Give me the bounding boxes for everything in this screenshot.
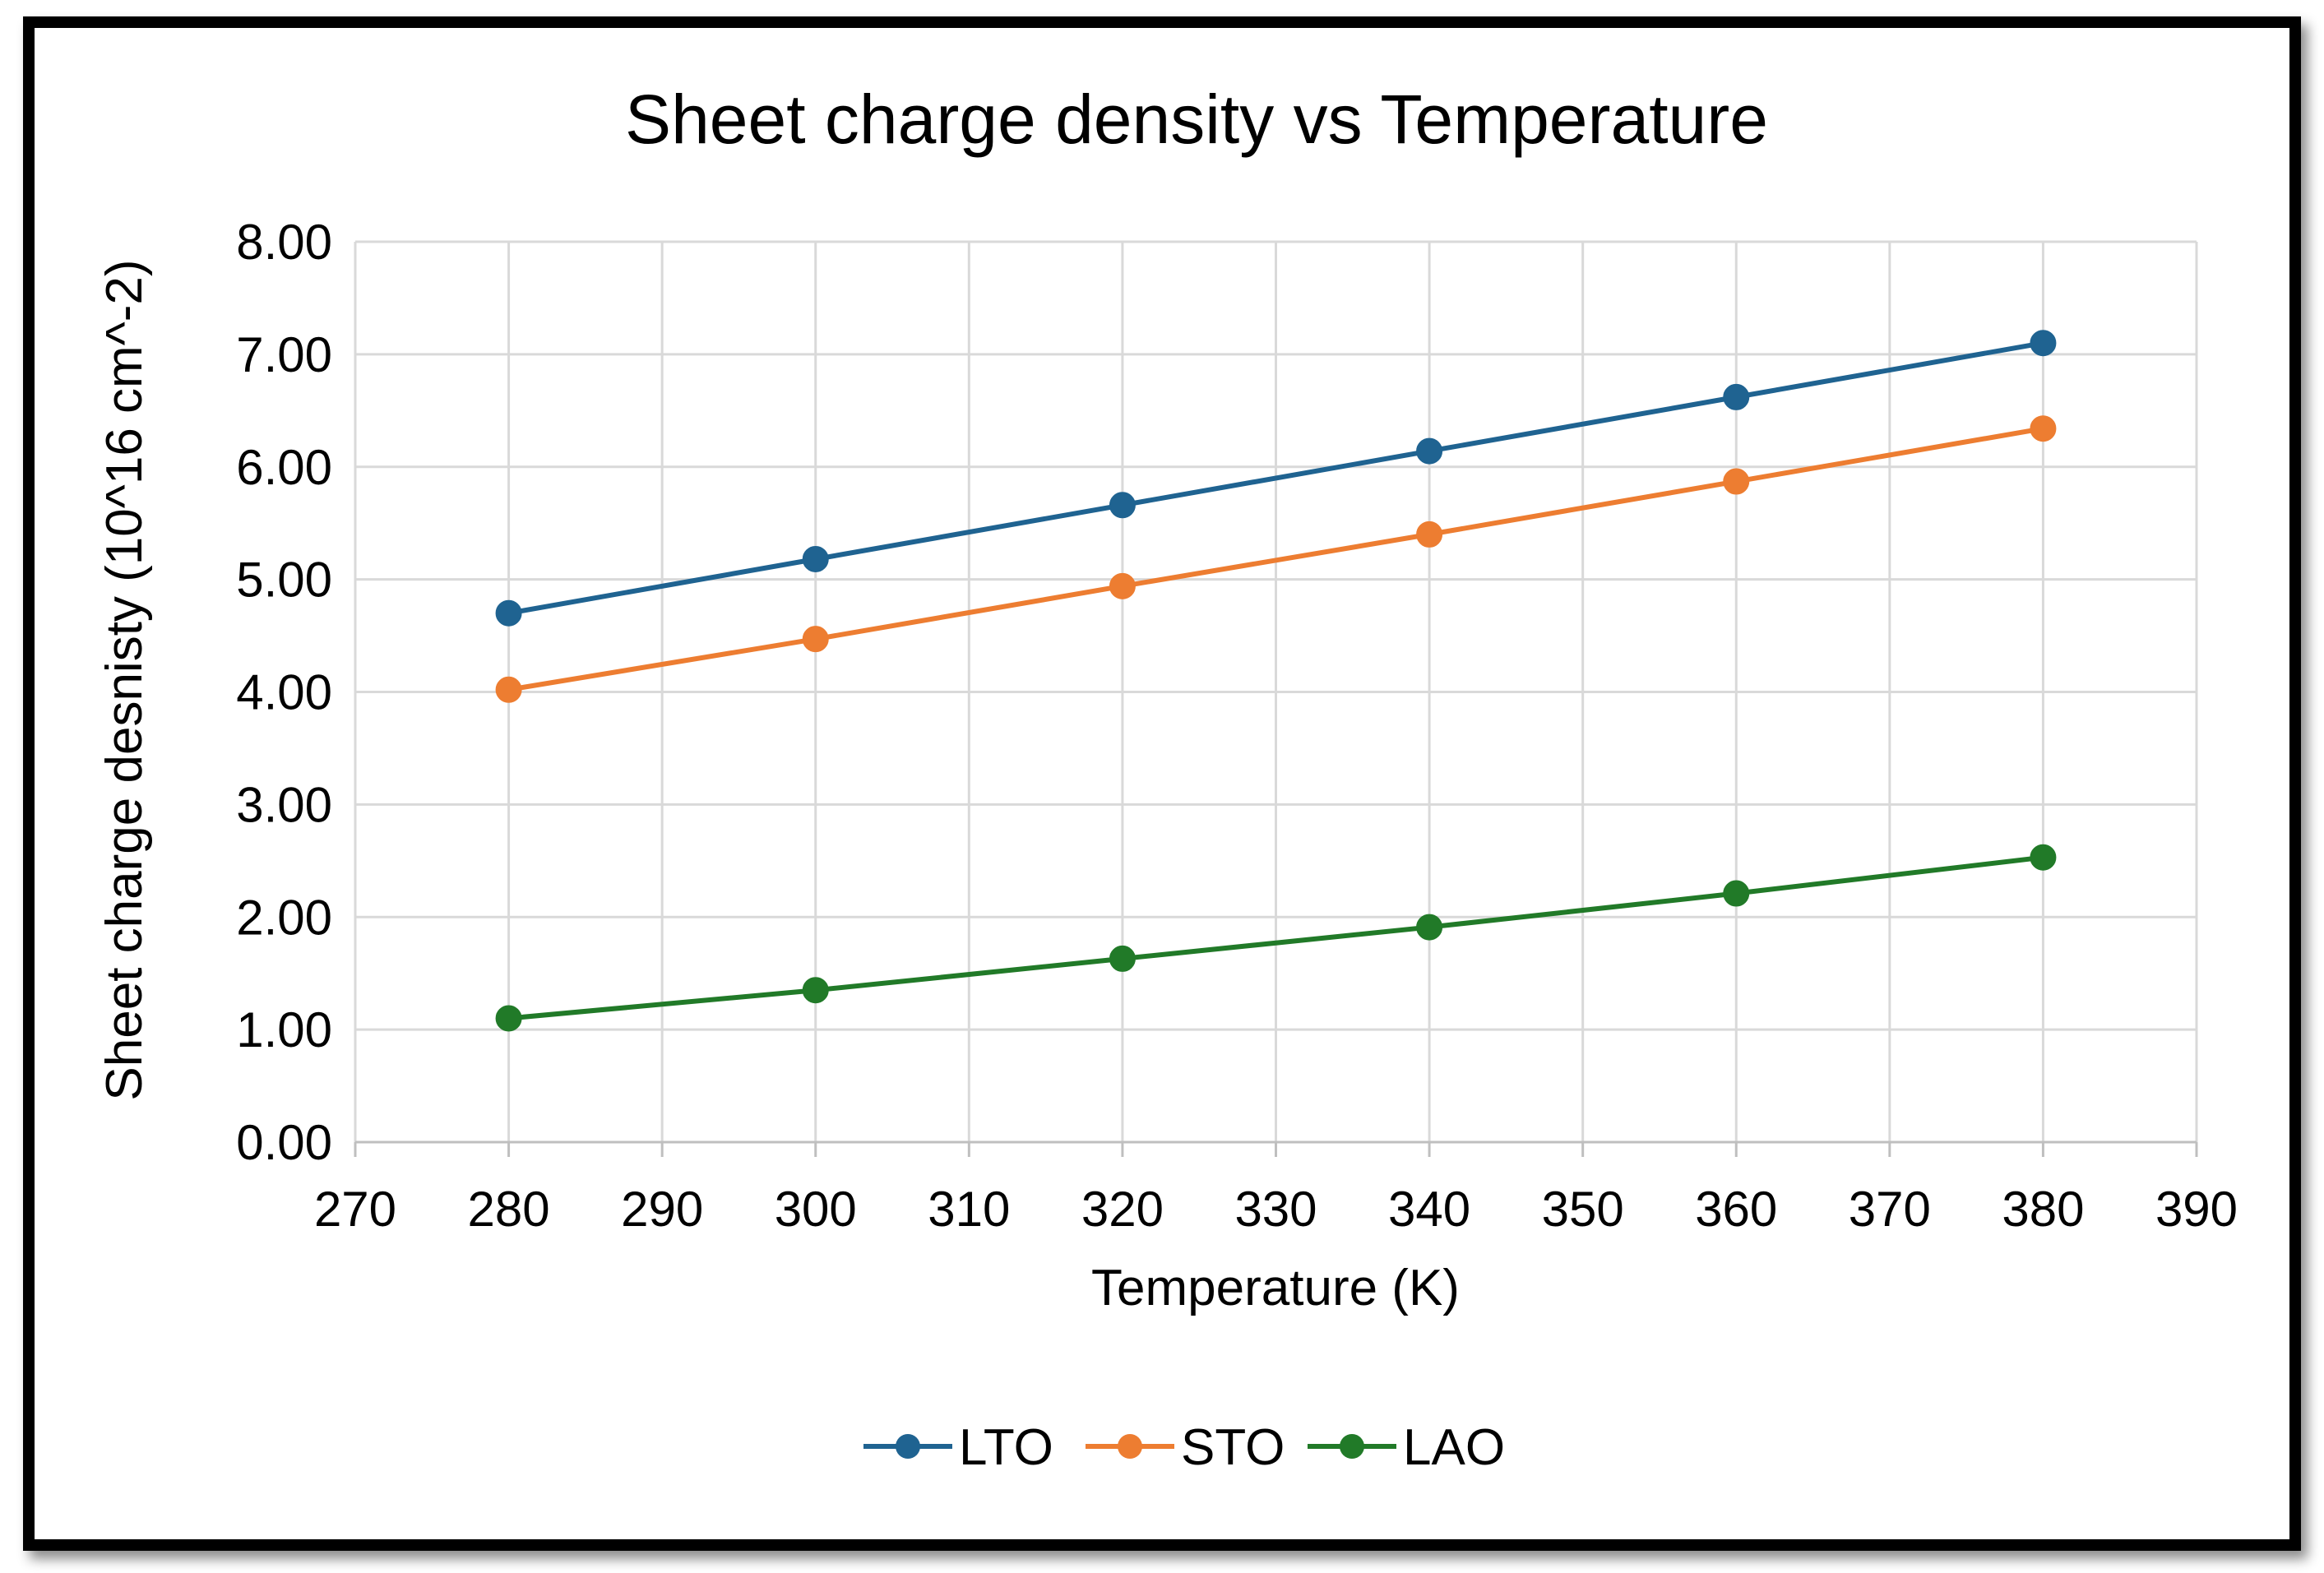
x-tick-label: 390 — [2155, 1182, 2238, 1237]
data-point-lao — [802, 977, 829, 1004]
legend-item-sto: STO — [1086, 1419, 1285, 1476]
data-point-sto — [495, 676, 522, 703]
data-point-sto — [1723, 468, 1750, 495]
y-tick-label: 4.00 — [236, 665, 332, 720]
series-line-lao — [508, 854, 2044, 1021]
legend-marker — [896, 1434, 920, 1459]
y-tick-label: 0.00 — [236, 1115, 332, 1170]
x-tick-label: 330 — [1234, 1182, 1317, 1237]
chart: Sheet charge density vs Temperature 0.00… — [96, 81, 2238, 1476]
plot-area — [495, 330, 2057, 1032]
x-tick-label: 380 — [2002, 1182, 2084, 1237]
chart-title: Sheet charge density vs Temperature — [625, 81, 1768, 158]
legend-item-lao: LAO — [1308, 1419, 1505, 1476]
data-point-lao — [495, 1005, 522, 1032]
x-tick-label: 280 — [468, 1182, 550, 1237]
data-point-lto — [2030, 330, 2057, 357]
x-tick-label: 350 — [1542, 1182, 1624, 1237]
legend-label: LTO — [959, 1419, 1053, 1476]
y-tick-label: 5.00 — [236, 553, 332, 608]
data-point-sto — [802, 626, 829, 653]
chart-frame: Sheet charge density vs Temperature 0.00… — [23, 16, 2301, 1551]
data-point-sto — [2030, 415, 2057, 442]
x-tick-label: 320 — [1081, 1182, 1164, 1237]
series-line-lto — [508, 340, 2044, 616]
y-tick-label: 1.00 — [236, 1002, 332, 1057]
y-tick-label: 6.00 — [236, 440, 332, 495]
axes: 0.00 1.00 2.00 3.00 4.00 5.00 6.00 7.00 8.00 270 2… — [236, 215, 2238, 1237]
data-point-sto — [1109, 572, 1136, 599]
legend-label: LAO — [1403, 1419, 1505, 1476]
x-tick-label: 290 — [621, 1182, 703, 1237]
y-axis-title: Sheet charge desnisty (10^16 cm^-2) — [96, 259, 153, 1100]
data-point-lto — [1109, 492, 1136, 519]
legend: LTO STO LAO — [863, 1419, 1505, 1476]
data-point-lao — [1723, 880, 1750, 907]
data-point-lto — [802, 545, 829, 572]
x-tick-label: 360 — [1695, 1182, 1777, 1237]
legend-marker — [1118, 1434, 1142, 1459]
x-tick-label: 300 — [775, 1182, 857, 1237]
x-tick-label: 310 — [928, 1182, 1010, 1237]
data-point-lto — [1416, 437, 1443, 465]
grid — [354, 240, 2198, 1142]
y-tick-label: 3.00 — [236, 777, 332, 832]
x-tick-label: 340 — [1388, 1182, 1470, 1237]
x-tick-label: 270 — [314, 1182, 396, 1237]
data-point-lao — [1416, 914, 1443, 941]
legend-label: STO — [1181, 1419, 1285, 1476]
y-tick-label: 7.00 — [236, 327, 332, 382]
data-point-lto — [495, 599, 522, 627]
legend-marker — [1340, 1434, 1364, 1459]
series-line-sto — [508, 426, 2044, 692]
y-tick-label: 2.00 — [236, 890, 332, 945]
x-tick-label: 370 — [1849, 1182, 1931, 1237]
data-point-sto — [1416, 520, 1443, 548]
x-axis-title: Temperature (K) — [1091, 1260, 1460, 1316]
data-point-lto — [1723, 383, 1750, 410]
data-point-lao — [1109, 945, 1136, 972]
legend-item-lto: LTO — [863, 1419, 1053, 1476]
data-point-lao — [2030, 844, 2057, 871]
y-tick-label: 8.00 — [236, 215, 332, 270]
